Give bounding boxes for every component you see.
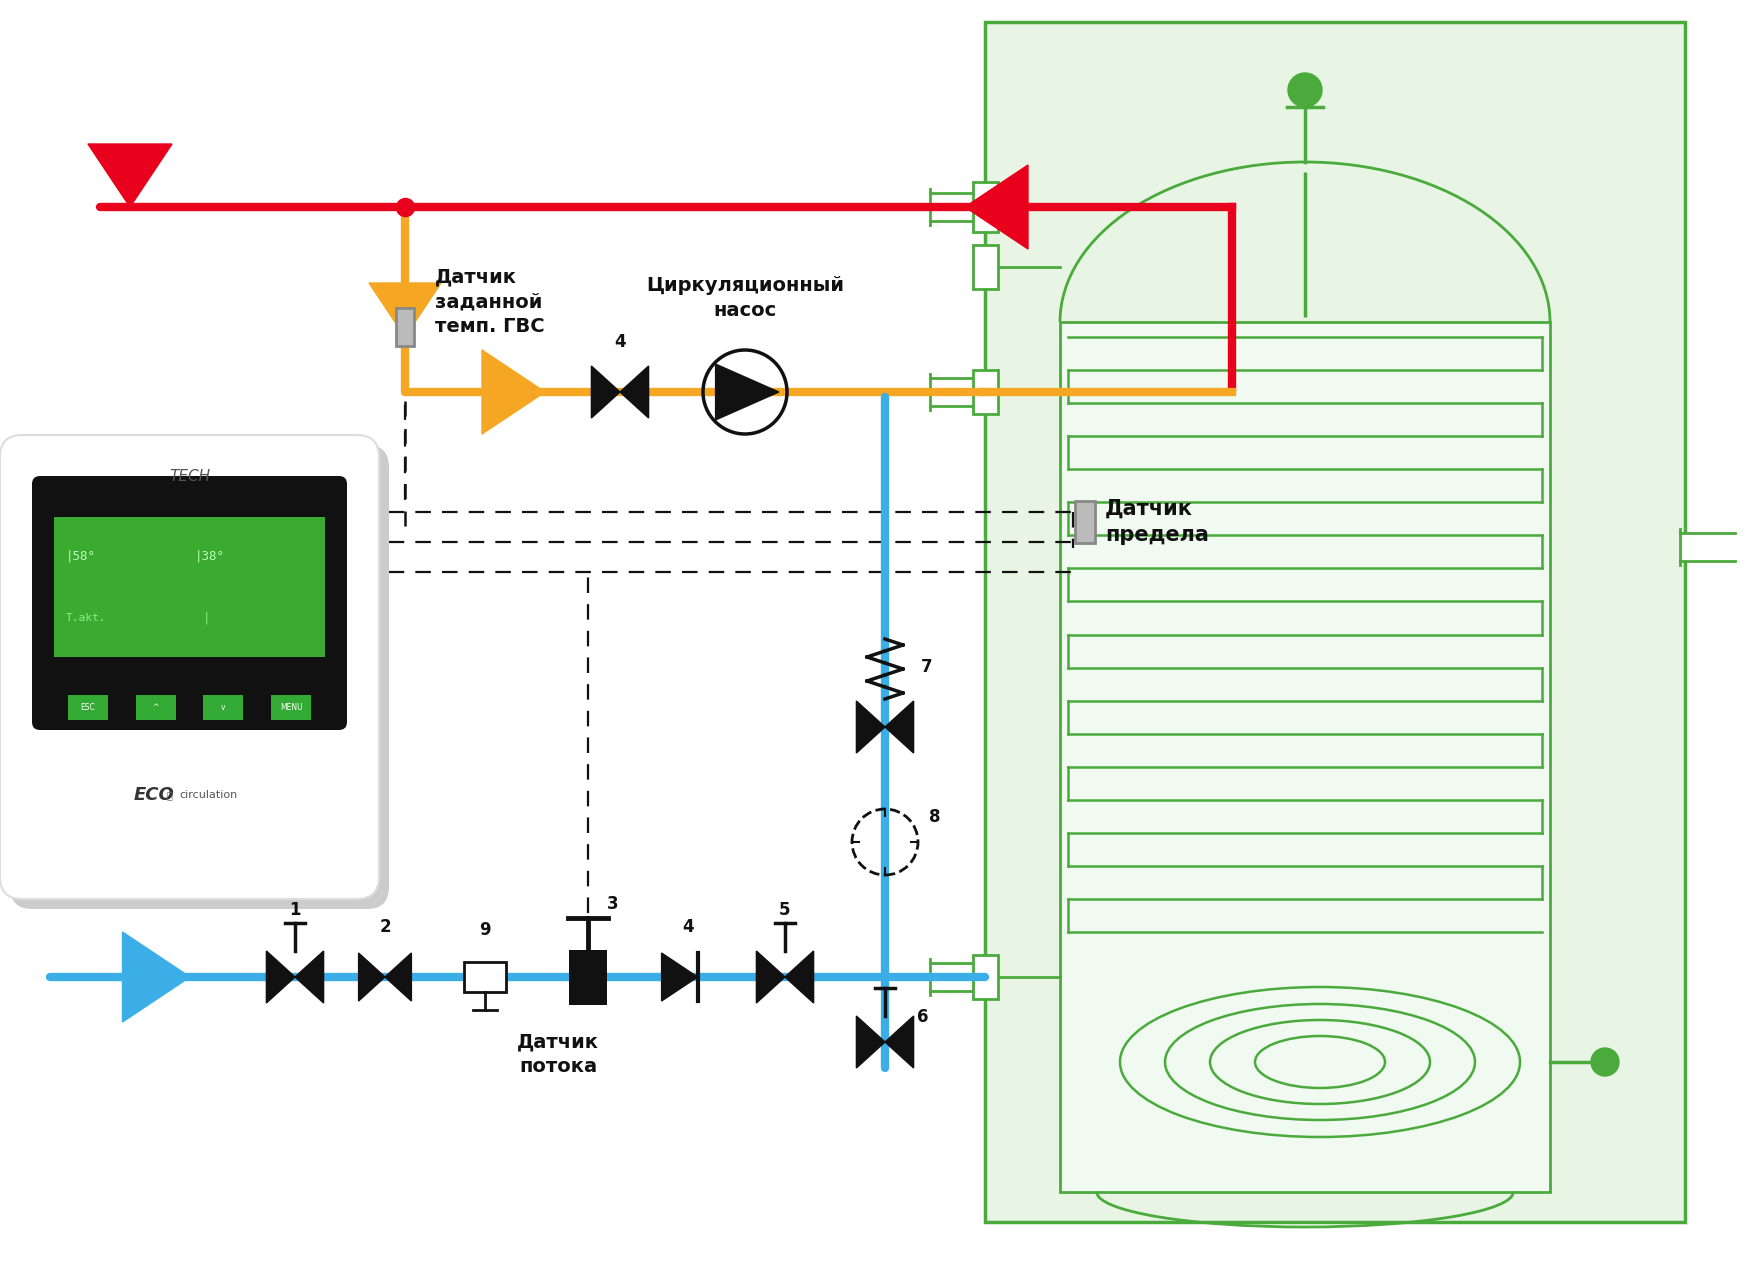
- Polygon shape: [266, 951, 295, 1002]
- Bar: [397, 308, 414, 346]
- Text: 2: 2: [379, 918, 392, 936]
- Text: Датчик
потока: Датчик потока: [517, 1032, 600, 1077]
- Polygon shape: [358, 953, 385, 1001]
- Polygon shape: [857, 1016, 884, 1068]
- Bar: [930, 963, 986, 991]
- Text: 4: 4: [614, 333, 626, 351]
- Polygon shape: [785, 951, 813, 1002]
- Bar: [974, 955, 998, 999]
- Text: 9: 9: [479, 921, 491, 939]
- Bar: [1059, 322, 1550, 1191]
- Polygon shape: [884, 701, 914, 753]
- Text: 1: 1: [288, 902, 301, 919]
- Polygon shape: [621, 366, 649, 418]
- Text: |: |: [203, 612, 210, 624]
- Circle shape: [1288, 73, 1321, 107]
- Text: 5: 5: [780, 902, 790, 919]
- Bar: [930, 193, 986, 221]
- Bar: [203, 695, 243, 720]
- FancyBboxPatch shape: [0, 435, 379, 899]
- Text: 4: 4: [682, 918, 694, 936]
- Text: ECO: ECO: [135, 787, 175, 805]
- Text: Датчик
предела: Датчик предела: [1105, 499, 1210, 545]
- Polygon shape: [591, 366, 621, 418]
- Bar: [974, 245, 998, 289]
- Polygon shape: [884, 1016, 914, 1068]
- Bar: [570, 950, 607, 1005]
- Text: circulation: circulation: [180, 790, 238, 799]
- Text: |58°: |58°: [66, 549, 96, 563]
- Polygon shape: [87, 144, 171, 207]
- Bar: [463, 962, 505, 992]
- FancyBboxPatch shape: [31, 476, 348, 730]
- Bar: [986, 22, 1685, 1222]
- Polygon shape: [385, 953, 411, 1001]
- Circle shape: [1591, 1048, 1619, 1077]
- Bar: [930, 378, 986, 406]
- Bar: [1680, 533, 1736, 561]
- Text: Циркуляционный
насос: Циркуляционный насос: [647, 276, 844, 321]
- Text: ^: ^: [152, 702, 159, 711]
- Text: 8: 8: [930, 808, 940, 826]
- Polygon shape: [295, 951, 323, 1002]
- Bar: [974, 370, 998, 414]
- Bar: [1075, 501, 1094, 543]
- Text: ESC: ESC: [80, 702, 94, 711]
- Bar: [974, 183, 998, 232]
- Bar: [271, 695, 311, 720]
- Polygon shape: [757, 951, 785, 1002]
- Bar: [54, 517, 325, 656]
- Text: 🐦: 🐦: [166, 790, 173, 799]
- Polygon shape: [661, 953, 697, 1001]
- Polygon shape: [965, 165, 1028, 249]
- Polygon shape: [857, 701, 884, 753]
- Text: v: v: [222, 702, 225, 711]
- Text: Датчик
заданной
темп. ГВС: Датчик заданной темп. ГВС: [435, 267, 545, 337]
- Text: 3: 3: [607, 895, 619, 913]
- Polygon shape: [715, 364, 780, 420]
- Text: 6: 6: [918, 1008, 928, 1025]
- Text: TECH: TECH: [170, 469, 210, 484]
- Polygon shape: [369, 283, 440, 337]
- Polygon shape: [122, 932, 191, 1022]
- Polygon shape: [482, 350, 545, 434]
- Text: MENU: MENU: [280, 702, 302, 711]
- Text: T.akt.: T.akt.: [66, 613, 107, 623]
- Text: |38°: |38°: [196, 549, 225, 563]
- Text: 7: 7: [921, 658, 933, 676]
- Bar: [68, 695, 108, 720]
- FancyBboxPatch shape: [10, 444, 390, 909]
- Bar: [136, 695, 175, 720]
